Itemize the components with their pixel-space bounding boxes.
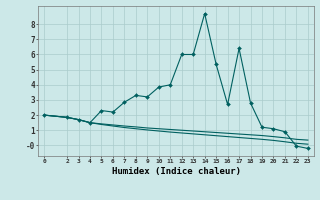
X-axis label: Humidex (Indice chaleur): Humidex (Indice chaleur) [111, 167, 241, 176]
